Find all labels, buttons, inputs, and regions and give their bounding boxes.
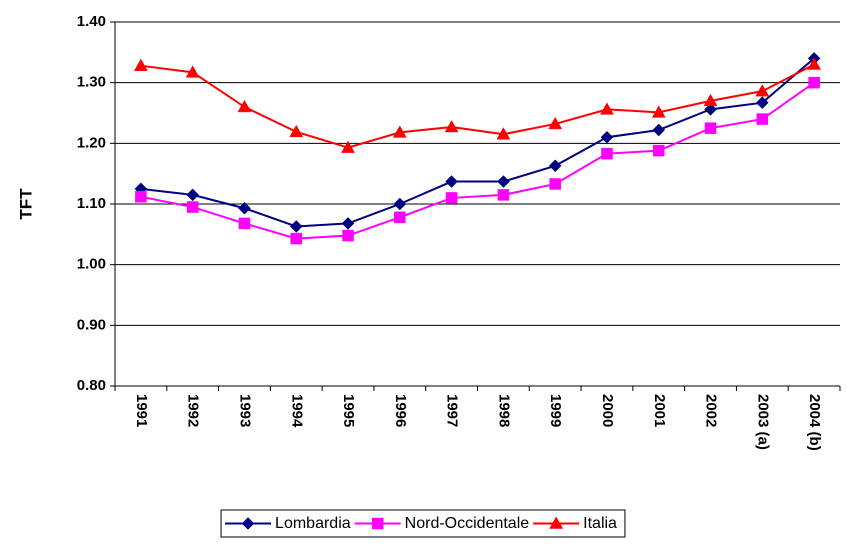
data-point bbox=[548, 159, 562, 173]
data-point bbox=[653, 144, 665, 157]
data-point bbox=[600, 102, 614, 115]
data-point bbox=[341, 140, 355, 153]
data-point bbox=[496, 127, 511, 140]
x-tick-label: 2004 (b) bbox=[806, 394, 823, 451]
data-point bbox=[394, 211, 406, 224]
data-point bbox=[755, 84, 770, 97]
data-point bbox=[445, 192, 458, 204]
x-tick-label: 1998 bbox=[495, 394, 512, 427]
data-point bbox=[392, 125, 407, 138]
data-point bbox=[497, 175, 510, 188]
data-point bbox=[185, 65, 200, 78]
x-tick-label: 2000 bbox=[599, 394, 616, 427]
y-tick-label: 1.20 bbox=[77, 134, 106, 151]
series-line bbox=[140, 63, 815, 149]
data-point bbox=[237, 99, 252, 113]
data-point bbox=[601, 147, 613, 160]
data-point bbox=[135, 190, 147, 203]
legend-marker bbox=[549, 516, 564, 529]
data-point bbox=[549, 178, 561, 190]
y-tick-label: 1.00 bbox=[77, 256, 106, 273]
data-point bbox=[651, 105, 666, 118]
legend-label: Lombardia bbox=[275, 515, 351, 532]
y-tick-label: 1.40 bbox=[77, 13, 106, 30]
data-point bbox=[444, 119, 459, 133]
data-point bbox=[497, 189, 510, 201]
data-point bbox=[393, 197, 407, 211]
y-tick-label: 0.80 bbox=[77, 377, 106, 394]
legend-marker bbox=[371, 517, 384, 530]
data-point bbox=[341, 217, 355, 230]
data-point bbox=[704, 122, 717, 134]
y-tick-label: 1.10 bbox=[77, 195, 106, 212]
data-point bbox=[600, 130, 614, 144]
data-point bbox=[290, 232, 302, 245]
x-tick-label: 2001 bbox=[651, 394, 668, 427]
data-point bbox=[703, 93, 718, 107]
data-point bbox=[548, 116, 563, 130]
x-tick-label: 1995 bbox=[340, 394, 357, 427]
data-point bbox=[238, 201, 251, 215]
x-tick-label: 2002 bbox=[703, 394, 720, 427]
data-point bbox=[186, 201, 199, 213]
data-point bbox=[704, 103, 717, 116]
data-point bbox=[808, 76, 820, 89]
data-point bbox=[342, 229, 354, 242]
y-axis-title: TFT bbox=[16, 188, 35, 220]
y-tick-label: 0.90 bbox=[77, 316, 106, 333]
y-tick-label: 1.30 bbox=[77, 74, 106, 91]
series-line bbox=[140, 81, 815, 240]
x-tick-label: 1992 bbox=[185, 394, 202, 427]
legend-label: Nord-Occidentale bbox=[405, 515, 530, 532]
data-point bbox=[289, 220, 303, 233]
data-point bbox=[238, 217, 251, 230]
legend-item: Nord-Occidentale bbox=[354, 515, 530, 532]
data-point bbox=[755, 96, 769, 110]
legend-item: Italia bbox=[533, 515, 617, 532]
data-point bbox=[289, 124, 304, 138]
series-line bbox=[140, 57, 815, 228]
x-tick-label: 1997 bbox=[444, 394, 461, 427]
data-point bbox=[186, 188, 200, 202]
data-point bbox=[445, 175, 458, 188]
x-tick-label: 1999 bbox=[547, 394, 564, 427]
data-point bbox=[756, 113, 769, 125]
data-point bbox=[652, 123, 666, 137]
legend: Lombardia Nord-Occidentale Italia bbox=[220, 509, 626, 538]
x-tick-label: 2003 (a) bbox=[754, 394, 771, 450]
data-point bbox=[133, 58, 148, 71]
x-tick-label: 1996 bbox=[392, 394, 409, 427]
x-tick-label: 1991 bbox=[133, 394, 150, 427]
legend-marker bbox=[241, 517, 255, 530]
x-tick-label: 1993 bbox=[236, 394, 253, 427]
legend-label: Italia bbox=[583, 515, 617, 532]
x-tick-label: 1994 bbox=[288, 394, 305, 428]
data-point bbox=[807, 57, 822, 70]
legend-item: Lombardia bbox=[225, 515, 351, 532]
